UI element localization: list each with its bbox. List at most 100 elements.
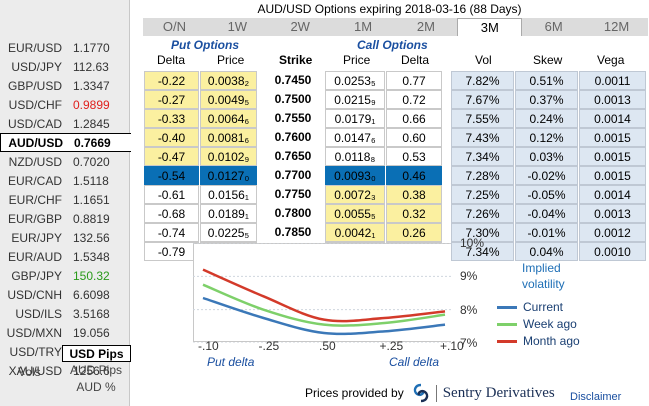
cell-call-price[interactable]: 0.0253₅ [325,71,385,90]
call-options-header: Call Options [357,38,428,52]
pair-name: XAU/USD [8,363,62,378]
cell-call-price[interactable]: 0.0147₆ [325,128,385,147]
cell-skew: -0.02% [515,166,578,185]
pair-rate: 1.5348 [73,249,110,264]
col-put-delta: Delta [157,53,186,67]
pair-rate: 3.5168 [73,306,110,321]
currency-pair-gbp-jpy[interactable]: GBP/JPY 150.32 [0,266,130,285]
table-row: -0.40 0.0081₆ 0.7600 0.0147₆ 0.60 7.43% 0.12% 0… [143,128,648,147]
cell-put-price[interactable]: 0.0225₅ [200,223,257,242]
table-row: -0.47 0.0102₉ 0.7650 0.0118₈ 0.53 7.34% 0.03% 0… [143,147,648,166]
cell-call-price[interactable]: 0.0179₁ [325,109,385,128]
cell-put-price[interactable]: 0.0127₀ [200,166,257,185]
pair-rate: 132.56 [73,230,110,245]
pair-name: EUR/CHF [8,192,62,207]
currency-pair-gbp-usd[interactable]: GBP/USD 1.3347 [0,76,130,95]
cell-call-delta: 0.38 [386,185,442,204]
cell-strike: 0.7450 [274,73,312,87]
pair-name: NZD/USD [8,154,62,169]
cell-skew: -0.05% [515,185,578,204]
pair-rate: 1.5118 [73,173,109,188]
currency-pair-list: EUR/USD 1.1770 USD/JPY 112.63 GBP/USD 1.3347 U… [0,38,131,380]
vol-option-usd-pips[interactable]: USD Pips [62,345,131,362]
tab-2w[interactable]: 2W [290,19,310,34]
currency-pair-usd-chf[interactable]: USD/CHF 0.9899 [0,95,130,114]
call-delta-label: Call delta [389,355,440,369]
tab-1m[interactable]: 1M [354,19,373,34]
currency-pair-usd-mxn[interactable]: USD/MXN 19.056 [0,323,130,342]
legend-title: Implied volatility [522,261,565,291]
page-title: AUD/USD Options expiring 2018-03-16 (88 … [257,2,522,16]
cell-put-delta: -0.61 [144,185,199,204]
currency-sidebar: EUR/USD 1.1770 USD/JPY 112.63 GBP/USD 1.3347 U… [0,0,131,406]
cell-call-price[interactable]: 0.0093₀ [325,166,385,185]
currency-pair-eur-jpy[interactable]: EUR/JPY 132.56 [0,228,130,247]
disclaimer-link[interactable]: Disclaimer [570,391,622,403]
cell-strike: 0.7700 [274,168,312,182]
cell-call-price[interactable]: 0.0055₅ [325,204,385,223]
pair-name: EUR/GBP [7,211,62,226]
tab-1w[interactable]: 1W [227,19,248,34]
y-tick-label: 10% [460,236,485,250]
pair-name: AUD/USD [8,135,63,150]
tab-2m[interactable]: 2M [416,19,435,34]
currency-pair-xau-usd[interactable]: XAU/USD 1256.6 [0,361,130,380]
cell-put-price[interactable]: 0.0049₅ [200,90,257,109]
x-tick-label: -.10 [198,339,219,353]
currency-pair-usd-cnh[interactable]: USD/CNH 6.6098 [0,285,130,304]
cell-call-delta: 0.46 [386,166,442,185]
pair-rate: 0.8819 [73,211,110,226]
table-row: -0.54 0.0127₀ 0.7700 0.0093₀ 0.46 7.28% -0.02%… [143,166,648,185]
pair-name: USD/ILS [15,306,62,321]
pair-rate: 6.6098 [73,287,110,302]
cell-call-delta: 0.72 [386,90,442,109]
currency-pair-eur-chf[interactable]: EUR/CHF 1.1651 [0,190,130,209]
cell-vol: 7.28% [451,166,514,185]
tab-12m[interactable]: 12M [603,19,630,34]
col-vega: Vega [597,53,625,67]
cell-vol: 7.43% [451,128,514,147]
vol-option-aud-[interactable]: AUD % [76,380,116,394]
col-call-price: Price [343,53,371,67]
cell-put-delta: -0.47 [144,147,199,166]
cell-strike: 0.7800 [274,206,312,220]
legend-item: Current [497,300,563,314]
cell-put-price[interactable]: 0.0064₆ [200,109,257,128]
currency-pair-nzd-usd[interactable]: NZD/USD 0.7020 [0,152,130,171]
pair-rate: 112.63 [73,59,109,74]
cell-vol: 7.34% [451,242,514,261]
pair-name: GBP/JPY [11,268,62,283]
currency-pair-eur-gbp[interactable]: EUR/GBP 0.8819 [0,209,130,228]
cell-put-price[interactable]: 0.0081₆ [200,128,257,147]
cell-call-price[interactable]: 0.0215₉ [325,90,385,109]
cell-call-price[interactable]: 0.0118₈ [325,147,385,166]
currency-pair-aud-usd[interactable]: AUD/USD 0.7669 [0,133,131,152]
sentry-brand[interactable]: Sentry Derivatives [435,384,555,402]
cell-put-price[interactable]: 0.0102₉ [200,147,257,166]
tab-6m[interactable]: 6M [544,19,563,34]
table-row: -0.22 0.0038₂ 0.7450 0.0253₅ 0.77 7.82% 0.51% 0… [143,71,648,90]
cell-put-price[interactable]: 0.0189₁ [200,204,257,223]
cell-put-price[interactable]: 0.0038₂ [200,71,257,90]
cell-call-delta: 0.53 [386,147,442,166]
cell-vol: 7.30% [451,223,514,242]
tab-3m[interactable]: 3M [457,18,523,36]
currency-pair-eur-aud[interactable]: EUR/AUD 1.5348 [0,247,130,266]
vol-option-aud-pips[interactable]: AUD Pips [69,363,122,377]
legend-item: Week ago [497,317,577,331]
tab-on[interactable]: O/N [162,19,186,34]
legend-item: Month ago [497,334,580,348]
cell-call-price[interactable]: 0.0072₃ [325,185,385,204]
cell-put-price[interactable]: 0.0156₁ [200,185,257,204]
currency-pair-usd-ils[interactable]: USD/ILS 3.5168 [0,304,130,323]
currency-pair-eur-usd[interactable]: EUR/USD 1.1770 [0,38,130,57]
cell-call-price[interactable]: 0.0042₁ [325,223,385,242]
y-tick-label: 7% [460,336,478,350]
currency-pair-usd-cad[interactable]: USD/CAD 1.2845 [0,114,130,133]
currency-pair-eur-cad[interactable]: EUR/CAD 1.5118 [0,171,130,190]
cell-vega: 0.0015 [579,147,646,166]
currency-pair-usd-jpy[interactable]: USD/JPY 112.63 [0,57,130,76]
x-tick-label: +.25 [379,339,404,353]
pair-name: EUR/USD [7,40,62,55]
table-row: -0.74 0.0225₅ 0.7850 0.0042₁ 0.26 7.30% -0.01%… [143,223,648,242]
